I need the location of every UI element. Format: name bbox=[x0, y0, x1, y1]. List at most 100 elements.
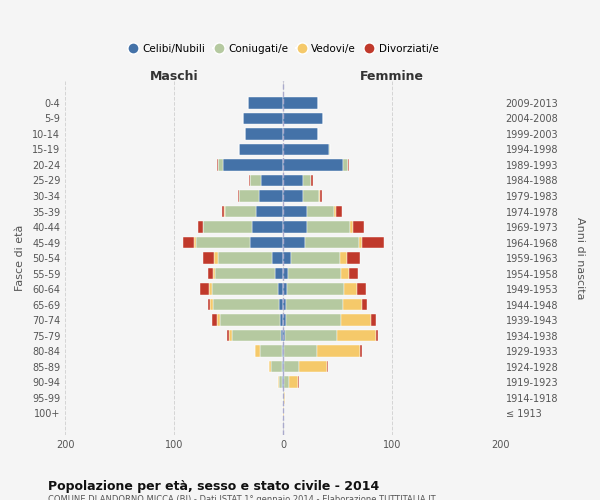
Bar bbox=[203, 221, 253, 233]
Bar bbox=[218, 252, 272, 264]
Bar bbox=[250, 174, 261, 186]
Bar bbox=[210, 299, 213, 310]
Bar bbox=[347, 252, 360, 264]
Bar bbox=[283, 174, 302, 186]
Bar bbox=[283, 392, 284, 404]
Bar bbox=[320, 190, 322, 202]
Text: Maschi: Maschi bbox=[150, 70, 199, 82]
Bar bbox=[350, 221, 353, 233]
Bar bbox=[278, 284, 283, 295]
Bar bbox=[362, 236, 384, 248]
Bar bbox=[242, 112, 283, 124]
Bar bbox=[348, 159, 349, 171]
Bar bbox=[229, 330, 232, 342]
Bar bbox=[272, 252, 283, 264]
Bar bbox=[200, 284, 209, 295]
Bar bbox=[299, 361, 326, 372]
Bar bbox=[283, 361, 284, 372]
Bar bbox=[307, 221, 350, 233]
Bar bbox=[249, 174, 250, 186]
Bar bbox=[284, 346, 317, 357]
Bar bbox=[289, 376, 298, 388]
Text: Popolazione per età, sesso e stato civile - 2014: Popolazione per età, sesso e stato civil… bbox=[48, 480, 379, 493]
Bar bbox=[289, 268, 341, 280]
Bar bbox=[302, 190, 319, 202]
Bar bbox=[334, 206, 337, 218]
Bar bbox=[298, 376, 299, 388]
Bar bbox=[238, 190, 239, 202]
Legend: Celibi/Nubili, Coniugati/e, Vedovi/e, Divorziati/e: Celibi/Nubili, Coniugati/e, Vedovi/e, Di… bbox=[128, 44, 439, 54]
Bar bbox=[283, 144, 329, 156]
Bar bbox=[283, 330, 285, 342]
Bar bbox=[283, 268, 289, 280]
Bar bbox=[225, 206, 256, 218]
Bar bbox=[280, 314, 283, 326]
Bar bbox=[183, 236, 194, 248]
Y-axis label: Fasce di età: Fasce di età bbox=[15, 225, 25, 292]
Bar bbox=[285, 330, 337, 342]
Bar bbox=[269, 361, 271, 372]
Bar bbox=[278, 376, 282, 388]
Bar bbox=[283, 236, 305, 248]
Bar bbox=[212, 284, 278, 295]
Bar bbox=[341, 314, 371, 326]
Bar bbox=[360, 346, 362, 357]
Bar bbox=[196, 236, 250, 248]
Bar bbox=[353, 221, 364, 233]
Bar bbox=[282, 376, 283, 388]
Bar bbox=[283, 314, 286, 326]
Bar bbox=[284, 392, 285, 404]
Bar bbox=[254, 346, 260, 357]
Bar bbox=[283, 252, 290, 264]
Bar bbox=[287, 284, 344, 295]
Bar bbox=[208, 299, 210, 310]
Bar bbox=[275, 268, 283, 280]
Bar bbox=[212, 314, 217, 326]
Bar bbox=[286, 299, 343, 310]
Bar bbox=[208, 268, 213, 280]
Bar bbox=[283, 128, 318, 140]
Bar bbox=[307, 206, 334, 218]
Bar bbox=[284, 361, 299, 372]
Bar bbox=[224, 206, 225, 218]
Bar bbox=[256, 206, 283, 218]
Bar bbox=[290, 252, 340, 264]
Bar bbox=[213, 268, 215, 280]
Bar bbox=[283, 97, 318, 108]
Bar bbox=[337, 206, 342, 218]
Bar bbox=[217, 314, 220, 326]
Bar bbox=[283, 408, 284, 419]
Bar bbox=[283, 346, 284, 357]
Bar bbox=[281, 330, 283, 342]
Bar bbox=[344, 284, 357, 295]
Bar bbox=[317, 346, 360, 357]
Bar bbox=[220, 314, 280, 326]
Bar bbox=[362, 299, 367, 310]
Bar bbox=[343, 159, 348, 171]
Bar bbox=[248, 97, 283, 108]
Bar bbox=[376, 330, 377, 342]
Text: Femmine: Femmine bbox=[360, 70, 424, 82]
Bar bbox=[340, 252, 347, 264]
Bar bbox=[223, 159, 283, 171]
Bar bbox=[227, 330, 229, 342]
Bar bbox=[232, 330, 281, 342]
Bar bbox=[283, 221, 307, 233]
Bar bbox=[278, 299, 283, 310]
Bar bbox=[319, 190, 320, 202]
Bar bbox=[194, 236, 196, 248]
Bar bbox=[326, 361, 328, 372]
Bar bbox=[305, 236, 359, 248]
Bar bbox=[283, 376, 284, 388]
Bar bbox=[283, 190, 302, 202]
Bar bbox=[283, 112, 323, 124]
Bar bbox=[359, 236, 362, 248]
Bar bbox=[213, 299, 278, 310]
Bar bbox=[283, 299, 286, 310]
Bar bbox=[357, 284, 366, 295]
Bar bbox=[337, 330, 376, 342]
Bar bbox=[209, 284, 212, 295]
Bar bbox=[261, 174, 283, 186]
Bar bbox=[198, 221, 203, 233]
Bar bbox=[341, 268, 349, 280]
